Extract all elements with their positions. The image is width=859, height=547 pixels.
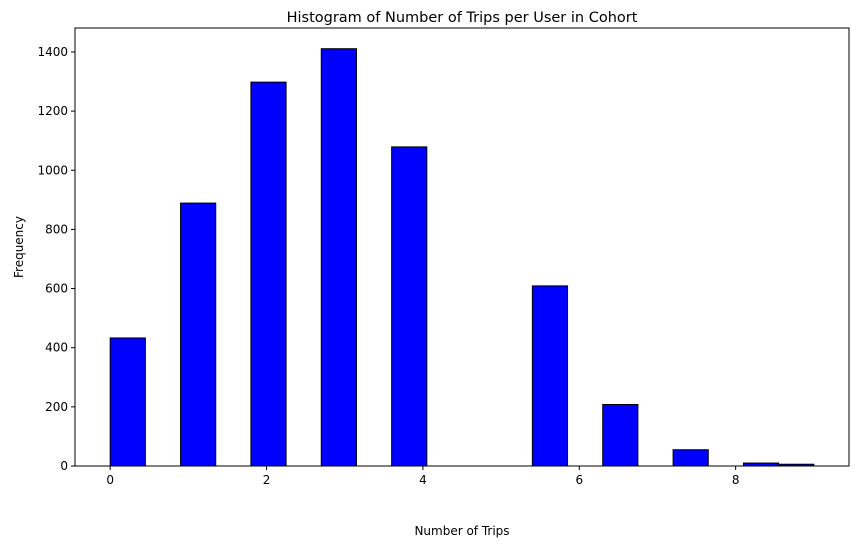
x-axis-label: Number of Trips: [414, 524, 509, 538]
histogram-bar: [531, 285, 569, 467]
y-tick-label: 200: [45, 400, 68, 414]
histogram-bar: [602, 403, 639, 467]
histogram-bar: [180, 202, 217, 467]
x-axis-ticks: 0 2 4 6 8: [106, 466, 739, 487]
y-axis-ticks: 0 200 400 600 800 1000 1200 1400: [37, 45, 75, 473]
y-axis-label: Frequency: [12, 216, 26, 278]
y-tick-label: 400: [45, 341, 68, 355]
x-tick-label: 8: [732, 473, 740, 487]
histogram-bar: [391, 146, 428, 467]
histogram-bar: [109, 337, 146, 467]
histogram-bar: [320, 48, 357, 467]
y-tick-label: 1400: [37, 45, 68, 59]
x-tick-label: 0: [106, 473, 114, 487]
y-tick-label: 1200: [37, 104, 68, 118]
x-tick-label: 2: [263, 473, 271, 487]
plot-frame: [74, 27, 850, 467]
chart-title: Histogram of Number of Trips per User in…: [287, 10, 638, 26]
x-tick-label: 6: [575, 473, 583, 487]
bars-group: [109, 48, 815, 467]
y-tick-label: 1000: [37, 163, 68, 177]
y-tick-label: 0: [60, 459, 68, 473]
y-tick-label: 800: [45, 222, 68, 236]
y-tick-label: 600: [45, 282, 68, 296]
histogram-bar: [672, 449, 709, 467]
histogram-bar: [250, 81, 287, 467]
x-tick-label: 4: [419, 473, 427, 487]
